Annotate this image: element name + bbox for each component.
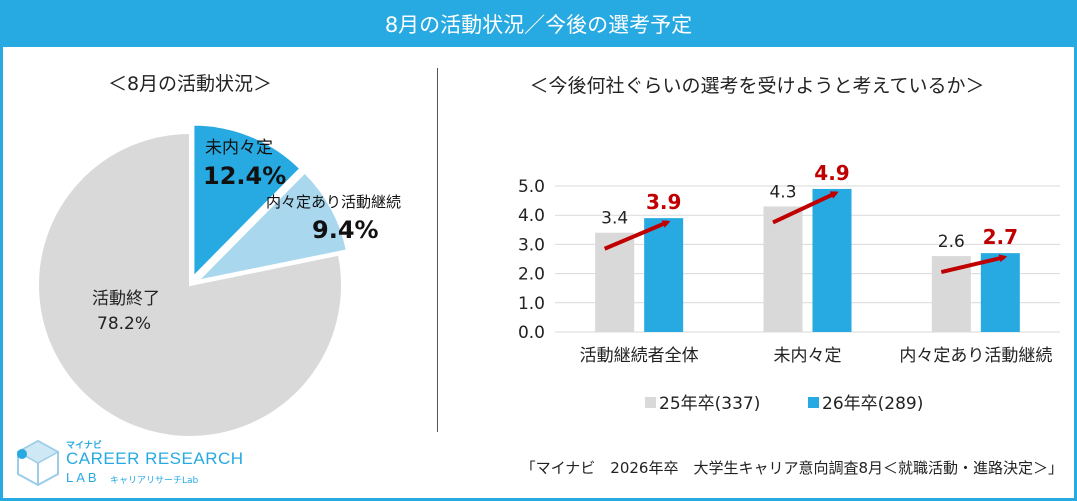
data-label: 3.4 — [601, 209, 628, 229]
bar — [812, 188, 852, 332]
increase-arrow — [603, 220, 671, 251]
bar-chart: ＜今後何社ぐらいの選考を受けようと考えているか＞ 0.0 1.0 2.0 3.0 4.0 5… — [518, 75, 1060, 414]
y-tick-label: 3.0 — [518, 235, 545, 255]
pie-slice — [37, 131, 343, 438]
data-label: 4.9 — [814, 161, 849, 185]
source-note: 「マイナビ 2026年卒 大学生キャリア意向調査8月＜就職活動・進路決定＞」 — [520, 459, 1063, 477]
logo-cube-icon — [16, 439, 60, 486]
pie-slice — [194, 171, 349, 283]
bar-chart-title: ＜今後何社ぐらいの選考を受けようと考えているか＞ — [529, 75, 984, 97]
data-label: 2.6 — [938, 232, 965, 252]
bar — [595, 232, 635, 332]
bar — [644, 218, 684, 332]
increase-arrow — [940, 254, 1008, 275]
pie-chart: ＜8月の活動状況＞ 未内々定 12.4% 内々定あり活動継続 9.4% 活動終了 78.2% — [37, 73, 401, 438]
pie-value-label: 9.4% — [312, 216, 379, 244]
legend-label: 25年卒(337) — [659, 394, 760, 414]
y-tick-label: 2.0 — [518, 265, 545, 285]
legend-label: 26年卒(289) — [822, 394, 923, 414]
y-tick-label: 4.0 — [518, 206, 545, 226]
pie-label: 活動終了 — [92, 289, 160, 309]
y-tick-label: 5.0 — [518, 177, 545, 197]
y-tick-label: 1.0 — [518, 294, 545, 314]
bar — [763, 206, 803, 332]
data-label: 2.7 — [983, 225, 1018, 249]
logo-top-text: マイナビ — [66, 441, 102, 451]
category-label: 活動継続者全体 — [580, 346, 699, 366]
legend-swatch — [645, 397, 656, 408]
data-label: 3.9 — [646, 190, 681, 214]
pie-value-label: 12.4% — [203, 162, 286, 190]
category-label: 内々定あり活動継続 — [899, 346, 1052, 366]
bar — [980, 253, 1020, 332]
pie-title: ＜8月の活動状況＞ — [108, 73, 272, 95]
pie-value-label: 78.2% — [97, 314, 151, 334]
pie-label: 未内々定 — [205, 138, 273, 158]
logo: マイナビ CAREER RESEARCH LAB キャリアリサーチLab — [14, 438, 254, 490]
y-tick-label: 0.0 — [518, 323, 545, 343]
category-label: 未内々定 — [774, 346, 842, 366]
pie-slice — [192, 123, 302, 280]
logo-line1: CAREER RESEARCH — [66, 449, 244, 468]
legend-swatch — [808, 397, 819, 408]
pie-label: 内々定あり活動継続 — [266, 193, 401, 211]
logo-line2: LAB — [66, 470, 100, 485]
title-bar: 8月の活動状況／今後の選考予定 — [3, 3, 1074, 47]
divider — [437, 68, 438, 432]
increase-arrow — [772, 191, 839, 225]
data-label: 4.3 — [769, 182, 796, 202]
logo-sub: キャリアリサーチLab — [110, 476, 199, 486]
